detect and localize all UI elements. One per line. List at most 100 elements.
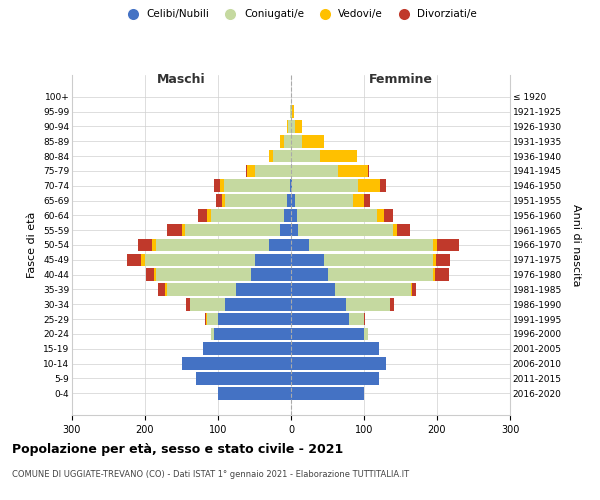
Bar bbox=[158, 283, 166, 296]
Bar bbox=[291, 342, 379, 355]
Bar bbox=[368, 164, 369, 177]
Bar bbox=[364, 313, 365, 326]
Bar bbox=[346, 298, 389, 310]
Bar bbox=[358, 180, 380, 192]
Bar bbox=[291, 328, 364, 340]
Text: Maschi: Maschi bbox=[157, 74, 206, 86]
Bar bbox=[291, 164, 338, 177]
Bar bbox=[437, 238, 459, 252]
Bar bbox=[236, 283, 291, 296]
Bar bbox=[247, 164, 254, 177]
Bar bbox=[436, 254, 450, 266]
Bar bbox=[284, 135, 291, 147]
Bar bbox=[251, 268, 291, 281]
Bar bbox=[353, 194, 364, 207]
Bar bbox=[291, 194, 295, 207]
Bar bbox=[220, 180, 224, 192]
Bar bbox=[254, 164, 291, 177]
Bar bbox=[291, 298, 346, 310]
Bar bbox=[206, 313, 207, 326]
Bar bbox=[433, 238, 437, 252]
Bar bbox=[290, 106, 291, 118]
Bar bbox=[254, 254, 291, 266]
Bar bbox=[397, 224, 410, 236]
Y-axis label: Fasce di età: Fasce di età bbox=[28, 212, 37, 278]
Bar bbox=[280, 224, 291, 236]
Bar bbox=[167, 283, 236, 296]
Bar bbox=[291, 209, 297, 222]
Bar bbox=[291, 313, 349, 326]
Bar bbox=[290, 180, 291, 192]
Bar bbox=[291, 254, 324, 266]
Bar bbox=[182, 358, 291, 370]
Bar bbox=[214, 328, 291, 340]
Bar bbox=[185, 224, 280, 236]
Bar bbox=[181, 224, 185, 236]
Bar bbox=[146, 268, 154, 281]
Text: Femmine: Femmine bbox=[368, 74, 433, 86]
Bar bbox=[218, 313, 291, 326]
Bar bbox=[291, 387, 364, 400]
Bar bbox=[292, 106, 294, 118]
Bar bbox=[198, 209, 207, 222]
Bar bbox=[190, 298, 226, 310]
Bar bbox=[298, 224, 393, 236]
Bar bbox=[309, 238, 433, 252]
Bar bbox=[287, 120, 288, 132]
Bar bbox=[196, 372, 291, 384]
Bar bbox=[205, 313, 206, 326]
Bar bbox=[335, 283, 412, 296]
Text: COMUNE DI UGGIATE-TREVANO (CO) - Dati ISTAT 1° gennaio 2021 - Elaborazione TUTTI: COMUNE DI UGGIATE-TREVANO (CO) - Dati IS… bbox=[12, 470, 409, 479]
Bar bbox=[246, 164, 247, 177]
Bar bbox=[221, 194, 226, 207]
Bar bbox=[291, 150, 320, 162]
Bar bbox=[393, 224, 397, 236]
Bar bbox=[142, 254, 145, 266]
Bar bbox=[288, 120, 291, 132]
Bar bbox=[390, 298, 394, 310]
Bar bbox=[273, 150, 291, 162]
Bar bbox=[380, 180, 386, 192]
Bar bbox=[328, 268, 433, 281]
Bar bbox=[433, 268, 435, 281]
Legend: Celibi/Nubili, Coniugati/e, Vedovi/e, Divorziati/e: Celibi/Nubili, Coniugati/e, Vedovi/e, Di… bbox=[119, 5, 481, 24]
Bar bbox=[435, 268, 449, 281]
Bar bbox=[280, 135, 284, 147]
Bar bbox=[364, 194, 370, 207]
Y-axis label: Anni di nascita: Anni di nascita bbox=[571, 204, 581, 286]
Bar bbox=[295, 120, 302, 132]
Bar bbox=[224, 180, 290, 192]
Bar bbox=[269, 238, 291, 252]
Text: Popolazione per età, sesso e stato civile - 2021: Popolazione per età, sesso e stato civil… bbox=[12, 442, 343, 456]
Bar bbox=[433, 254, 436, 266]
Bar bbox=[207, 209, 211, 222]
Bar bbox=[211, 209, 284, 222]
Bar bbox=[291, 120, 295, 132]
Bar bbox=[226, 298, 291, 310]
Bar bbox=[291, 238, 309, 252]
Bar bbox=[389, 298, 390, 310]
Bar bbox=[291, 372, 379, 384]
Bar bbox=[292, 180, 358, 192]
Bar bbox=[138, 238, 152, 252]
Bar bbox=[385, 209, 393, 222]
Bar bbox=[186, 298, 190, 310]
Bar bbox=[203, 342, 291, 355]
Bar bbox=[207, 313, 218, 326]
Bar bbox=[320, 150, 356, 162]
Bar bbox=[156, 268, 251, 281]
Bar bbox=[291, 180, 292, 192]
Bar bbox=[291, 283, 335, 296]
Bar bbox=[324, 254, 433, 266]
Bar bbox=[154, 268, 156, 281]
Bar bbox=[166, 283, 167, 296]
Bar bbox=[145, 254, 254, 266]
Bar bbox=[226, 194, 287, 207]
Bar bbox=[412, 283, 416, 296]
Bar bbox=[291, 224, 298, 236]
Bar bbox=[167, 224, 182, 236]
Bar bbox=[287, 194, 291, 207]
Bar bbox=[214, 180, 220, 192]
Bar bbox=[338, 164, 368, 177]
Bar bbox=[291, 106, 292, 118]
